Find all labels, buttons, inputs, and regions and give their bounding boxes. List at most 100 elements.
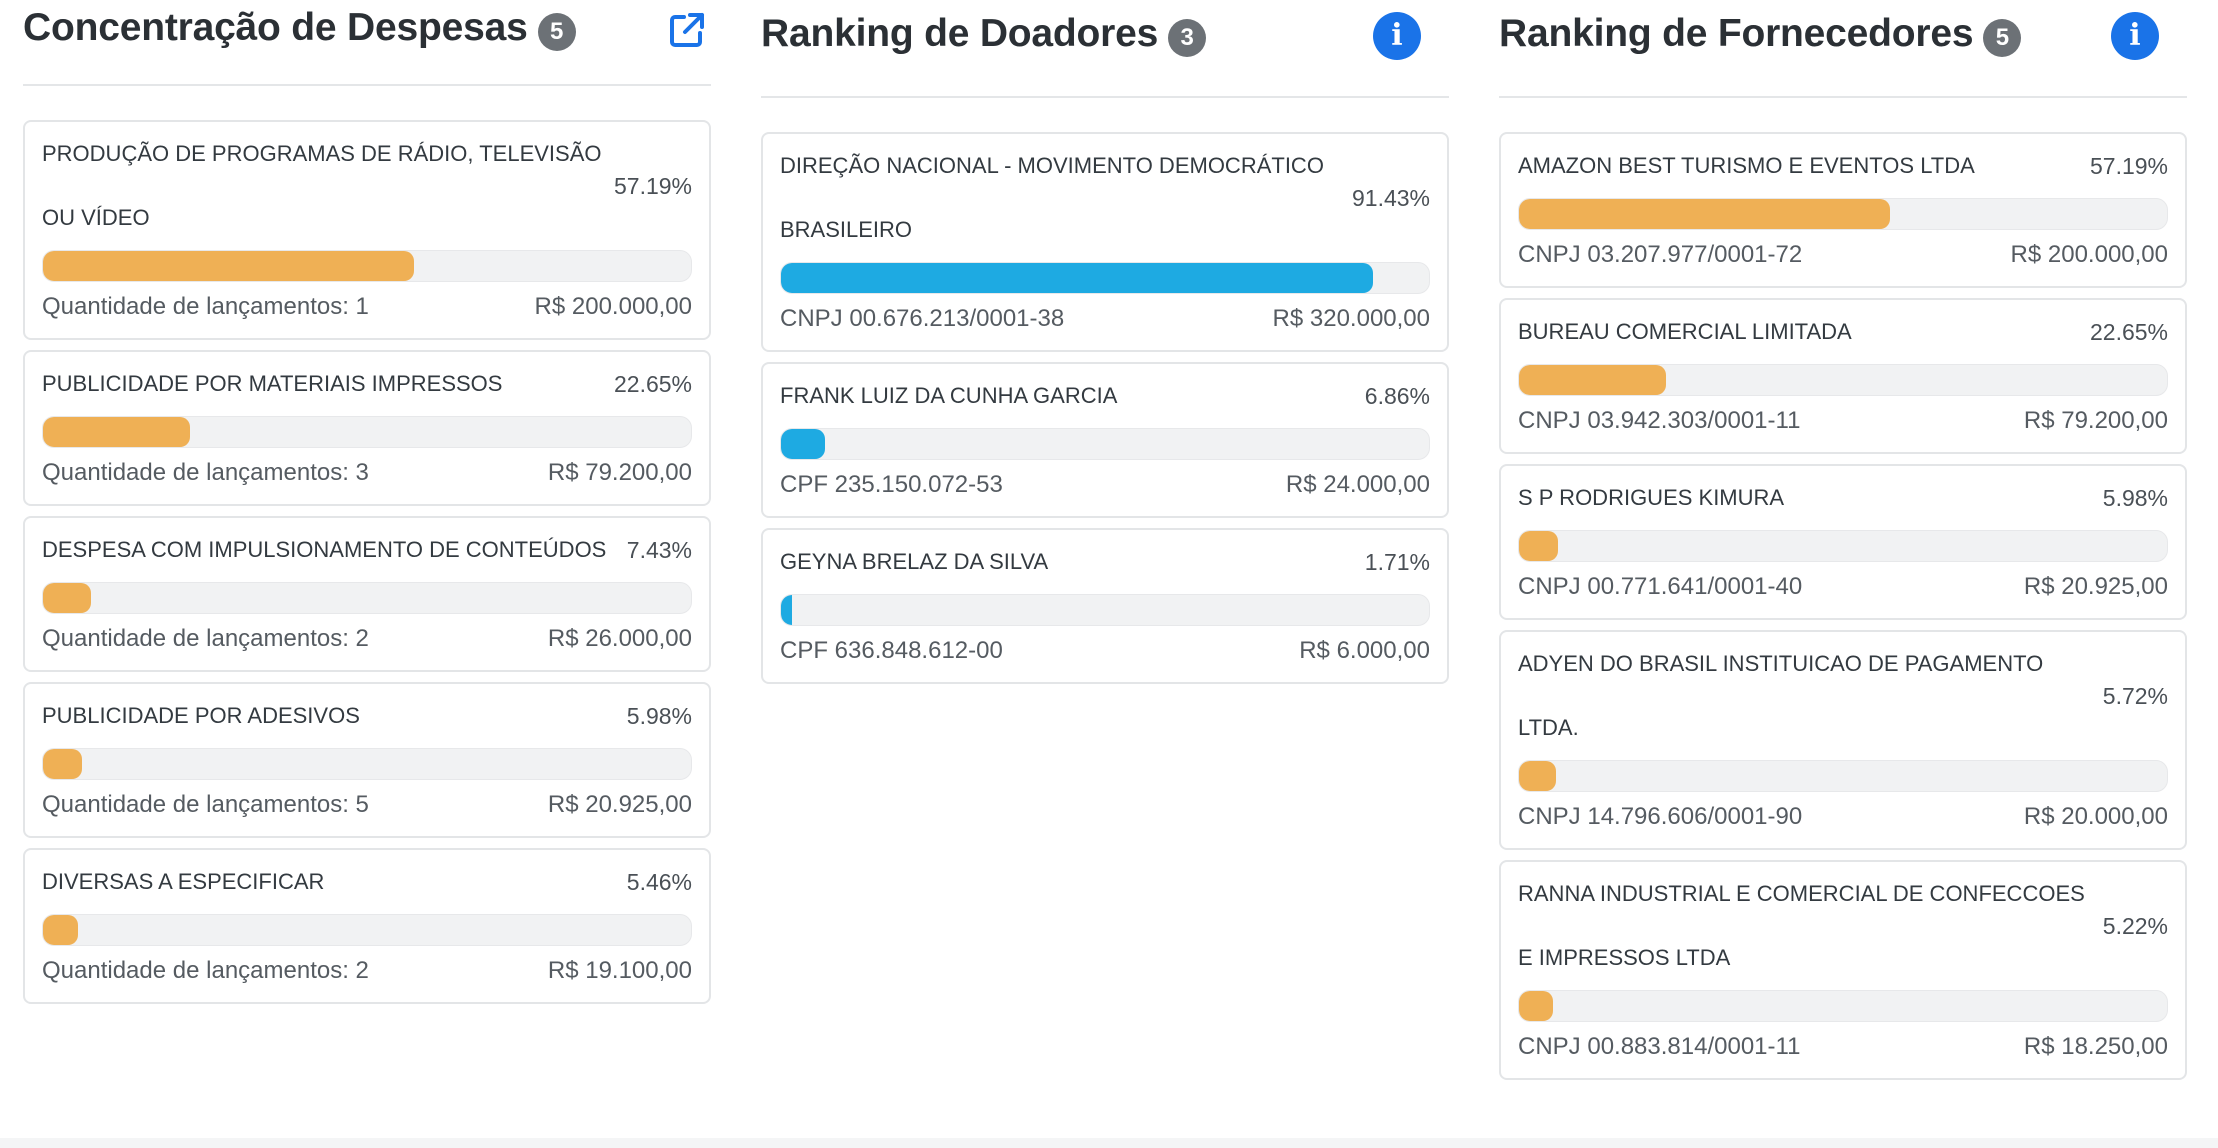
item-amount: R$ 19.100,00 bbox=[547, 957, 692, 984]
item-detail: CNPJ 03.942.303/0001-11 bbox=[1518, 407, 1801, 434]
item-percentage: 5.72% bbox=[2102, 682, 2168, 709]
item-detail: CPF 235.150.072-53 bbox=[780, 471, 1003, 498]
item-detail: CNPJ 00.771.641/0001-40 bbox=[1518, 573, 1803, 600]
item-amount: R$ 6.000,00 bbox=[1299, 637, 1430, 664]
item-name: DIREÇÃO NACIONAL - MOVIMENTO DEMOCRÁTICO… bbox=[780, 153, 1324, 242]
progress-bar-fill bbox=[781, 263, 1374, 293]
external-link-icon[interactable] bbox=[667, 10, 707, 55]
expense-concentration-panel: Concentração de Despesas 5 PRODUÇÃO DE PR… bbox=[23, 0, 711, 1014]
progress-bar-fill bbox=[781, 595, 793, 625]
donors-ranking-panel: Ranking de Doadores 3 i DIREÇÃO NACIONAL … bbox=[761, 0, 1449, 694]
info-icon[interactable]: i bbox=[2111, 12, 2159, 60]
list-item[interactable]: DIREÇÃO NACIONAL - MOVIMENTO DEMOCRÁTICO… bbox=[761, 132, 1449, 352]
item-name: DIVERSAS A ESPECIFICAR bbox=[42, 869, 325, 894]
item-header: PRODUÇÃO DE PROGRAMAS DE RÁDIO, TELEVISÃ… bbox=[42, 122, 692, 250]
list-item[interactable]: DESPESA COM IMPULSIONAMENTO DE CONTEÚDOS… bbox=[23, 516, 711, 672]
item-name: PUBLICIDADE POR ADESIVOS bbox=[42, 703, 360, 728]
info-icon[interactable]: i bbox=[1373, 12, 1421, 60]
item-name: RANNA INDUSTRIAL E COMERCIAL DE CONFECCO… bbox=[1518, 881, 2085, 970]
item-detail: CNPJ 00.883.814/0001-11 bbox=[1518, 1033, 1801, 1060]
item-footer: Quantidade de lançamentos: 5 R$ 20.925,00 bbox=[42, 780, 692, 836]
progress-bar bbox=[1518, 760, 2168, 792]
item-header: PUBLICIDADE POR MATERIAIS IMPRESSOS 22.65… bbox=[42, 352, 692, 416]
list-item[interactable]: RANNA INDUSTRIAL E COMERCIAL DE CONFECCO… bbox=[1499, 860, 2187, 1080]
progress-bar bbox=[1518, 990, 2168, 1022]
list-item[interactable]: ADYEN DO BRASIL INSTITUICAO DE PAGAMENTO… bbox=[1499, 630, 2187, 850]
progress-bar bbox=[780, 428, 1430, 460]
list-item[interactable]: S P RODRIGUES KIMURA 5.98% CNPJ 00.771.641… bbox=[1499, 464, 2187, 620]
count-badge: 5 bbox=[1983, 18, 2022, 57]
progress-bar-fill bbox=[43, 915, 79, 945]
item-footer: CNPJ 00.883.814/0001-11 R$ 18.250,00 bbox=[1518, 1022, 2168, 1078]
progress-bar bbox=[42, 914, 692, 946]
panel-title-text: Ranking de Doadores bbox=[761, 12, 1159, 55]
progress-bar-fill bbox=[43, 749, 82, 779]
item-detail: Quantidade de lançamentos: 2 bbox=[42, 957, 369, 984]
item-footer: CNPJ 03.207.977/0001-72 R$ 200.000,00 bbox=[1518, 230, 2168, 286]
item-header: GEYNA BRELAZ DA SILVA 1.71% bbox=[780, 530, 1430, 594]
item-percentage: 5.46% bbox=[626, 868, 692, 895]
suppliers-list: AMAZON BEST TURISMO E EVENTOS LTDA 57.19%… bbox=[1499, 132, 2187, 1080]
item-amount: R$ 79.200,00 bbox=[2023, 407, 2168, 434]
item-header: DIREÇÃO NACIONAL - MOVIMENTO DEMOCRÁTICO… bbox=[780, 134, 1430, 262]
item-detail: Quantidade de lançamentos: 5 bbox=[42, 791, 369, 818]
item-percentage: 5.22% bbox=[2102, 912, 2168, 939]
progress-bar-fill bbox=[1519, 365, 1666, 395]
progress-bar bbox=[42, 748, 692, 780]
expense-list: PRODUÇÃO DE PROGRAMAS DE RÁDIO, TELEVISÃ… bbox=[23, 120, 711, 1004]
item-percentage: 6.86% bbox=[1364, 382, 1430, 409]
item-detail: Quantidade de lançamentos: 2 bbox=[42, 625, 369, 652]
panel-header: Ranking de Doadores 3 i bbox=[761, 0, 1449, 98]
item-percentage: 1.71% bbox=[1364, 548, 1430, 575]
progress-bar bbox=[1518, 530, 2168, 562]
progress-bar bbox=[42, 582, 692, 614]
item-header: DIVERSAS A ESPECIFICAR 5.46% bbox=[42, 850, 692, 914]
item-header: BUREAU COMERCIAL LIMITADA 22.65% bbox=[1518, 300, 2168, 364]
panel-title: Ranking de Fornecedores 5 bbox=[1499, 12, 2022, 57]
progress-bar-fill bbox=[1519, 199, 1890, 229]
item-name: ADYEN DO BRASIL INSTITUICAO DE PAGAMENTO… bbox=[1518, 651, 2044, 740]
item-footer: Quantidade de lançamentos: 2 R$ 19.100,00 bbox=[42, 946, 692, 1002]
item-footer: CNPJ 03.942.303/0001-11 R$ 79.200,00 bbox=[1518, 396, 2168, 452]
item-detail: Quantidade de lançamentos: 3 bbox=[42, 459, 369, 486]
progress-bar-fill bbox=[1519, 761, 1557, 791]
item-header: RANNA INDUSTRIAL E COMERCIAL DE CONFECCO… bbox=[1518, 862, 2168, 990]
item-amount: R$ 20.925,00 bbox=[547, 791, 692, 818]
panel-header: Concentração de Despesas 5 bbox=[23, 0, 711, 86]
progress-bar bbox=[42, 250, 692, 282]
item-footer: Quantidade de lançamentos: 1 R$ 200.000,0… bbox=[42, 282, 692, 338]
count-badge: 5 bbox=[537, 12, 576, 51]
list-item[interactable]: AMAZON BEST TURISMO E EVENTOS LTDA 57.19%… bbox=[1499, 132, 2187, 288]
item-percentage: 22.65% bbox=[613, 370, 692, 397]
item-name: AMAZON BEST TURISMO E EVENTOS LTDA bbox=[1518, 153, 1975, 178]
list-item[interactable]: GEYNA BRELAZ DA SILVA 1.71% CPF 636.848.61… bbox=[761, 528, 1449, 684]
item-name: S P RODRIGUES KIMURA bbox=[1518, 485, 1785, 510]
item-footer: CNPJ 00.676.213/0001-38 R$ 320.000,00 bbox=[780, 294, 1430, 350]
item-name: BUREAU COMERCIAL LIMITADA bbox=[1518, 319, 1852, 344]
progress-bar bbox=[1518, 364, 2168, 396]
list-item[interactable]: PUBLICIDADE POR MATERIAIS IMPRESSOS 22.65… bbox=[23, 350, 711, 506]
item-percentage: 22.65% bbox=[2089, 318, 2168, 345]
item-detail: CNPJ 03.207.977/0001-72 bbox=[1518, 241, 1803, 268]
item-footer: Quantidade de lançamentos: 3 R$ 79.200,00 bbox=[42, 448, 692, 504]
item-percentage: 57.19% bbox=[2089, 152, 2168, 179]
list-item[interactable]: BUREAU COMERCIAL LIMITADA 22.65% CNPJ 03.9… bbox=[1499, 298, 2187, 454]
item-name: PRODUÇÃO DE PROGRAMAS DE RÁDIO, TELEVISÃ… bbox=[42, 141, 602, 230]
item-amount: R$ 79.200,00 bbox=[547, 459, 692, 486]
item-name: DESPESA COM IMPULSIONAMENTO DE CONTEÚDOS bbox=[42, 537, 607, 562]
progress-bar-fill bbox=[43, 583, 92, 613]
bottom-divider bbox=[0, 1138, 2218, 1148]
list-item[interactable]: FRANK LUIZ DA CUNHA GARCIA 6.86% CPF 235.1… bbox=[761, 362, 1449, 518]
progress-bar-fill bbox=[1519, 991, 1553, 1021]
progress-bar-fill bbox=[1519, 531, 1558, 561]
item-detail: CPF 636.848.612-00 bbox=[780, 637, 1003, 664]
progress-bar bbox=[1518, 198, 2168, 230]
item-footer: CNPJ 14.796.606/0001-90 R$ 20.000,00 bbox=[1518, 792, 2168, 848]
item-footer: CPF 235.150.072-53 R$ 24.000,00 bbox=[780, 460, 1430, 516]
list-item[interactable]: PUBLICIDADE POR ADESIVOS 5.98% Quantidade … bbox=[23, 682, 711, 838]
list-item[interactable]: PRODUÇÃO DE PROGRAMAS DE RÁDIO, TELEVISÃ… bbox=[23, 120, 711, 340]
item-percentage: 7.43% bbox=[626, 536, 692, 563]
panel-title-text: Concentração de Despesas bbox=[23, 6, 528, 49]
list-item[interactable]: DIVERSAS A ESPECIFICAR 5.46% Quantidade de… bbox=[23, 848, 711, 1004]
item-detail: Quantidade de lançamentos: 1 bbox=[42, 293, 369, 320]
